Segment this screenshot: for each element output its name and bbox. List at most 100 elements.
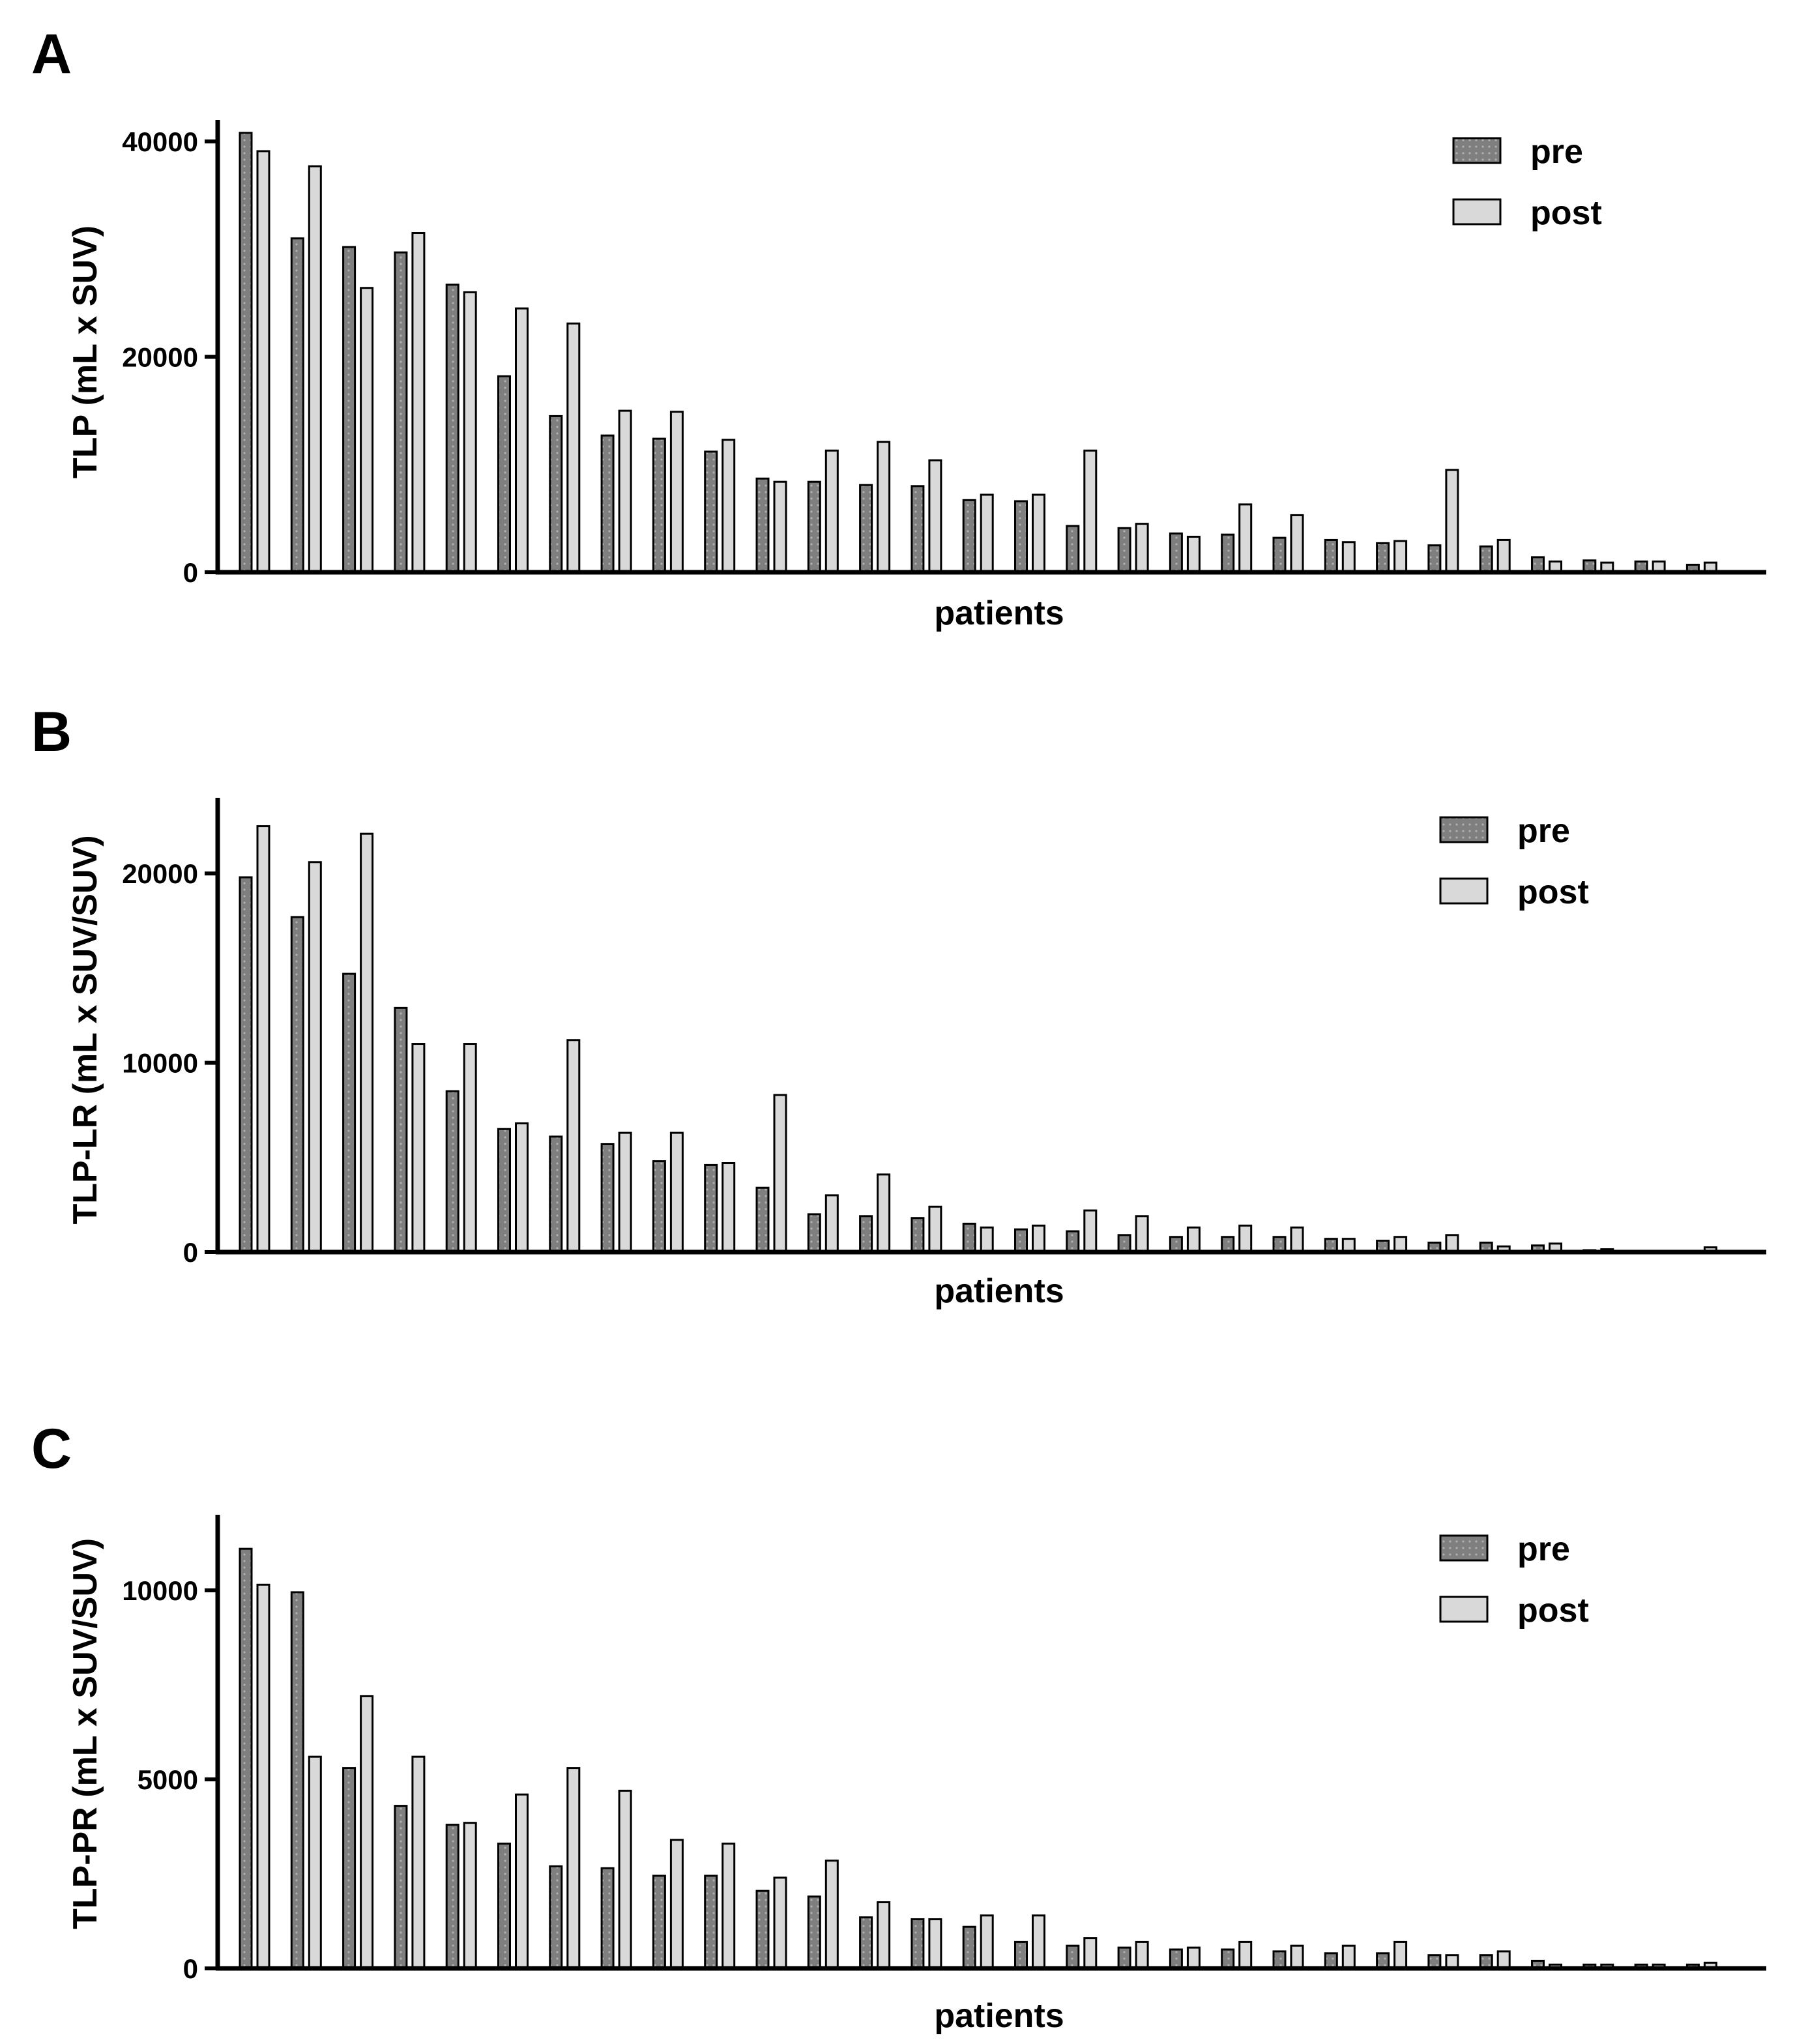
bar-pre xyxy=(807,1895,821,1970)
bar-pre xyxy=(445,284,459,574)
bar-pre xyxy=(239,876,253,1253)
bar-post xyxy=(1496,538,1511,574)
bar-post xyxy=(1032,1914,1045,1970)
y-tick-label: 0 xyxy=(183,557,198,588)
bar-pre xyxy=(290,237,304,574)
legend-label-post: post xyxy=(1530,194,1602,232)
bar-pre xyxy=(394,251,408,574)
bar-post xyxy=(256,1583,270,1970)
bar-pre xyxy=(807,1213,821,1253)
bar-pre xyxy=(1066,1944,1080,1970)
bar-post xyxy=(566,1039,581,1253)
y-tick-label: 0 xyxy=(183,1237,198,1268)
bar-post xyxy=(1290,1944,1304,1970)
x-axis-label: patients xyxy=(934,1272,1064,1310)
bar-pre xyxy=(394,1805,408,1970)
bar-post xyxy=(515,1793,529,1970)
legend: pre post xyxy=(1452,133,1602,232)
bar-pre xyxy=(497,1843,511,1970)
chart-panel-c: C TLP-PR (mL x SUV/SUV) patients 0 5000 10… xyxy=(31,1418,1766,2035)
bar-pre xyxy=(1066,525,1080,574)
bar-post xyxy=(566,322,581,574)
legend-swatch-pre xyxy=(1452,137,1502,164)
bar-pre xyxy=(1324,538,1338,574)
bar-pre xyxy=(549,1865,563,1970)
bar-pre xyxy=(859,1916,873,1970)
bars xyxy=(239,825,1717,1253)
bar-post xyxy=(1445,1234,1459,1253)
bar-post xyxy=(1238,1224,1253,1253)
bar-post xyxy=(773,1876,787,1970)
bar-pre xyxy=(962,1222,976,1253)
bar-pre xyxy=(1117,527,1131,574)
bar-post xyxy=(411,232,426,574)
bar-post xyxy=(980,1226,994,1253)
bar-post xyxy=(669,411,684,574)
bar-pre xyxy=(1014,1940,1028,1970)
bar-post xyxy=(1083,1937,1098,1970)
legend-label-post: post xyxy=(1517,873,1589,911)
bar-pre xyxy=(549,1135,563,1253)
bar-post xyxy=(1496,1950,1511,1970)
bar-post xyxy=(618,1789,632,1970)
bar-pre xyxy=(239,1547,253,1970)
bar-pre xyxy=(1117,1946,1131,1970)
bar-post xyxy=(1238,503,1253,574)
bar-pre xyxy=(1427,544,1442,574)
bar-pre xyxy=(290,916,304,1253)
bar-pre xyxy=(600,1867,615,1970)
bar-post xyxy=(308,1755,322,1970)
bar-pre xyxy=(497,1128,511,1253)
bar-post xyxy=(308,861,322,1253)
bar-post xyxy=(1135,523,1149,574)
bar-pre xyxy=(290,1591,304,1970)
bar-pre xyxy=(600,1143,615,1253)
bar-post xyxy=(463,1043,477,1253)
bar-post xyxy=(1393,1940,1408,1970)
bar-pre xyxy=(342,1767,357,1970)
bar-pre xyxy=(1272,1950,1287,1970)
bar-pre xyxy=(859,1215,873,1253)
bar-pre xyxy=(394,1006,408,1253)
bar-post xyxy=(256,150,270,574)
bar-post xyxy=(1135,1215,1149,1253)
bar-post xyxy=(1445,469,1459,574)
bar-post xyxy=(618,1132,632,1253)
legend: pre post xyxy=(1439,812,1589,911)
x-axis-label: patients xyxy=(934,1997,1064,2035)
y-tick-label: 5000 xyxy=(138,1764,198,1795)
legend-swatch-post xyxy=(1439,1596,1489,1623)
bar-post xyxy=(463,1822,477,1970)
bar-post xyxy=(1341,541,1356,574)
y-ticks: 0 20000 40000 xyxy=(122,126,218,588)
bar-post xyxy=(566,1767,581,1970)
panel-letter-b: B xyxy=(31,701,72,763)
bar-post xyxy=(928,459,942,574)
bar-pre xyxy=(704,1163,718,1253)
chart-panel-a: A TLP (mL x SUV) patients 0 20000 40000 pr… xyxy=(31,23,1766,632)
bar-post xyxy=(1238,1940,1253,1970)
bar-pre xyxy=(445,1090,459,1253)
bar-pre xyxy=(755,1890,770,1970)
bar-post xyxy=(824,1194,839,1253)
bar-post xyxy=(669,1839,684,1970)
y-axis-label: TLP (mL x SUV) xyxy=(66,226,104,478)
bar-pre xyxy=(445,1824,459,1970)
bar-pre xyxy=(497,375,511,574)
bar-post xyxy=(411,1043,426,1253)
bar-post xyxy=(1032,1224,1045,1253)
bar-pre xyxy=(342,972,357,1253)
bar-pre xyxy=(755,1186,770,1253)
bar-post xyxy=(1290,1226,1304,1253)
legend-label-pre: pre xyxy=(1530,133,1583,171)
bar-post xyxy=(515,307,529,574)
y-tick-label: 20000 xyxy=(122,342,198,373)
chart-panel-b: B TLP-LR (mL x SUV/SUV) patients 0 10000 2… xyxy=(31,701,1766,1310)
bar-post xyxy=(1393,540,1408,574)
bar-post xyxy=(1083,1209,1098,1253)
bar-post xyxy=(256,825,270,1253)
bars xyxy=(239,1547,1717,1970)
bar-pre xyxy=(704,1875,718,1970)
bar-post xyxy=(1186,1226,1201,1253)
bar-post xyxy=(618,409,632,574)
